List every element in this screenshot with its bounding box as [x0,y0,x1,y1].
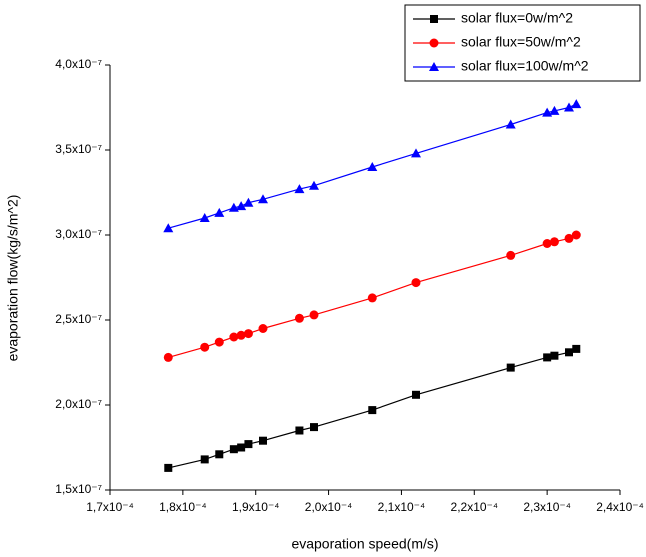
marker [430,15,438,23]
marker [258,194,268,204]
y-tick-label: 3,0x10⁻⁷ [55,227,102,241]
marker [164,463,173,472]
y-tick-label: 1,5x10⁻⁷ [55,482,102,496]
marker [367,293,377,303]
x-tick-label: 1,9x10⁻⁴ [232,500,280,514]
marker [215,450,224,459]
marker [229,332,239,342]
marker [243,197,254,207]
marker [565,348,573,357]
marker [236,330,246,340]
marker [571,230,581,240]
marker [368,406,377,415]
x-tick-label: 2,4x10⁻⁴ [596,500,644,514]
marker [542,239,552,248]
marker [411,278,421,288]
marker [309,310,319,320]
y-tick-label: 2,0x10⁻⁷ [55,397,102,411]
marker [505,119,516,129]
marker [294,184,305,194]
marker [237,443,246,452]
marker [542,107,553,117]
marker [506,250,516,260]
y-tick-label: 2,5x10⁻⁷ [55,312,102,326]
x-axis-title: evaporation speed(m/s) [291,536,438,552]
marker [549,237,559,247]
y-tick-label: 3,5x10⁻⁷ [55,142,102,156]
x-tick-label: 1,7x10⁻⁴ [86,500,134,514]
marker [367,162,378,171]
marker [294,313,304,323]
y-tick-label: 4,0x10⁻⁷ [55,57,102,71]
series-line [168,103,577,229]
marker [411,148,421,158]
marker [549,105,560,115]
marker [506,363,515,372]
x-tick-label: 2,1x10⁻⁴ [378,500,426,514]
marker [412,390,420,399]
marker [243,329,253,339]
marker [259,436,267,445]
marker [228,202,239,212]
y-axis-title: evaporation flow(kg/s/m^2) [5,195,21,362]
marker [572,344,581,353]
marker [163,223,174,233]
marker [543,353,552,362]
marker [295,426,304,435]
marker [199,213,210,222]
marker [429,62,439,71]
legend-text: solar flux=50w/m^2 [461,34,581,50]
marker [200,455,209,464]
legend-text: solar flux=100w/m^2 [461,58,589,74]
marker [229,445,238,454]
marker [550,351,559,360]
marker [236,201,247,211]
x-tick-label: 2,3x10⁻⁴ [523,500,571,514]
legend-text: solar flux=0w/m^2 [461,10,573,26]
marker [310,423,318,432]
marker [429,38,439,48]
marker [200,342,210,352]
marker [214,207,225,217]
marker [309,180,319,190]
marker [258,324,268,333]
marker [163,352,173,362]
marker [564,102,574,112]
marker [244,440,253,449]
x-tick-label: 2,0x10⁻⁴ [305,500,353,514]
marker [571,99,582,109]
marker [564,233,574,243]
x-tick-label: 1,8x10⁻⁴ [159,500,207,514]
x-tick-label: 2,2x10⁻⁴ [451,500,499,514]
marker [214,337,224,347]
